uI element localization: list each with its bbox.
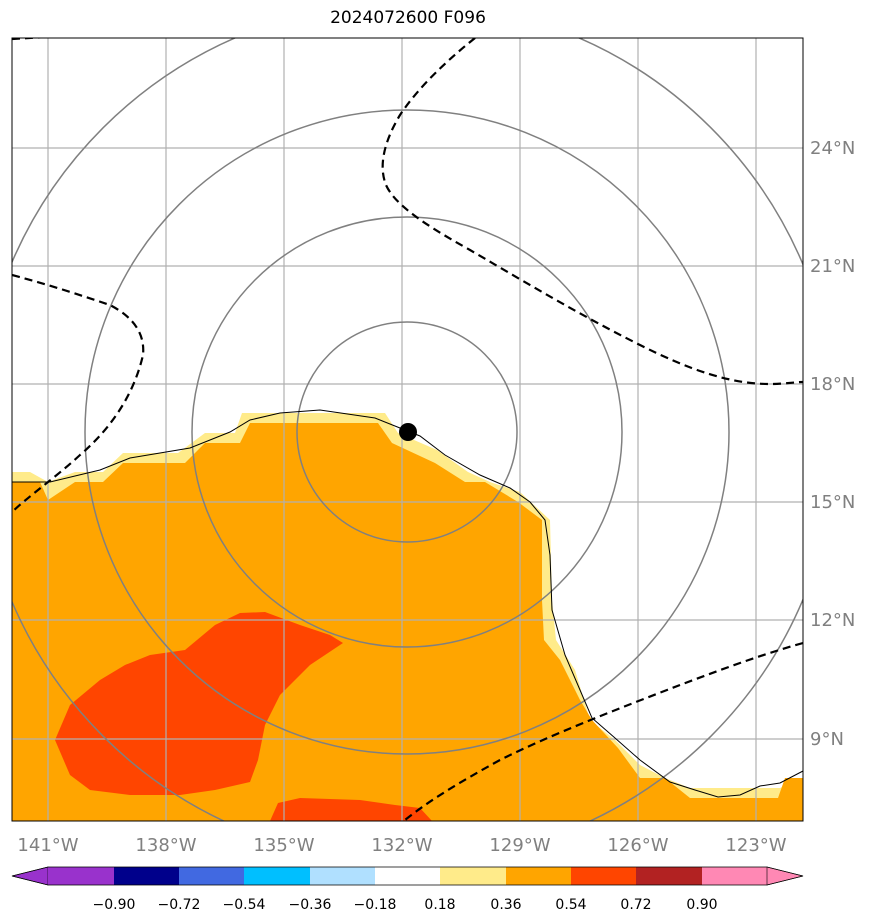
colorbar-bin	[571, 867, 636, 885]
colorbar-label: 0.18	[424, 897, 455, 913]
lon-label: 123°W	[725, 835, 786, 856]
colorbar-bin	[636, 867, 702, 885]
colorbar-bin	[179, 867, 244, 885]
colorbar-bin	[506, 867, 571, 885]
colorbar-extend-high	[766, 866, 804, 886]
lat-label: 18°N	[810, 374, 855, 395]
colorbar-label: 0.54	[555, 897, 586, 913]
colorbar-bin	[375, 867, 440, 885]
range-rings	[12, 38, 803, 821]
dashed-contour-north	[381, 38, 803, 386]
filled-region-red-orange-south	[270, 798, 432, 821]
lon-label: 138°W	[135, 835, 196, 856]
longitude-labels: 141°W 138°W 135°W 132°W 129°W 126°W 123°…	[17, 835, 786, 856]
colorbar-label: 0.72	[620, 897, 651, 913]
colorbar-bin	[702, 867, 767, 885]
lat-label: 12°N	[810, 610, 855, 631]
filled-region-red-orange	[55, 612, 343, 795]
map-panel	[12, 38, 803, 821]
dashed-contour-corner	[12, 38, 49, 41]
colorbar-label: −0.90	[93, 897, 136, 913]
colorbar-label: −0.18	[354, 897, 397, 913]
colorbar-label: 0.36	[490, 897, 521, 913]
colorbar-label: 0.90	[686, 897, 717, 913]
map-title: 2024072600 F096	[330, 8, 486, 28]
colorbar-bin	[440, 867, 506, 885]
lat-label: 21°N	[810, 256, 855, 277]
dashed-contour-southeast	[404, 641, 803, 821]
dashed-contours	[12, 38, 803, 821]
lon-label: 132°W	[371, 835, 432, 856]
colorbar-bin	[48, 867, 114, 885]
lon-label: 126°W	[607, 835, 668, 856]
lat-label: 15°N	[810, 492, 855, 513]
colorbar-bin	[310, 867, 375, 885]
solid-contour-line	[12, 409, 803, 798]
colorbar-bin	[244, 867, 310, 885]
map-frame	[11, 37, 804, 822]
dashed-contour-west	[12, 273, 145, 513]
lon-label: 135°W	[253, 835, 314, 856]
storm-center-marker	[399, 423, 417, 441]
colorbar-extend-low	[11, 866, 49, 886]
colorbar: −0.90 −0.72 −0.54 −0.36 −0.18 0.18 0.36 …	[11, 866, 804, 913]
latitude-labels: 24°N 21°N 18°N 15°N 12°N 9°N	[810, 138, 855, 750]
colorbar-bin	[114, 867, 179, 885]
lon-label: 129°W	[489, 835, 550, 856]
lat-label: 9°N	[810, 729, 844, 750]
colorbar-label: −0.54	[223, 897, 266, 913]
lat-label: 24°N	[810, 138, 855, 159]
colorbar-outline	[11, 866, 804, 886]
lon-label: 141°W	[17, 835, 78, 856]
colorbar-label: −0.36	[289, 897, 332, 913]
colorbar-label: −0.72	[158, 897, 201, 913]
